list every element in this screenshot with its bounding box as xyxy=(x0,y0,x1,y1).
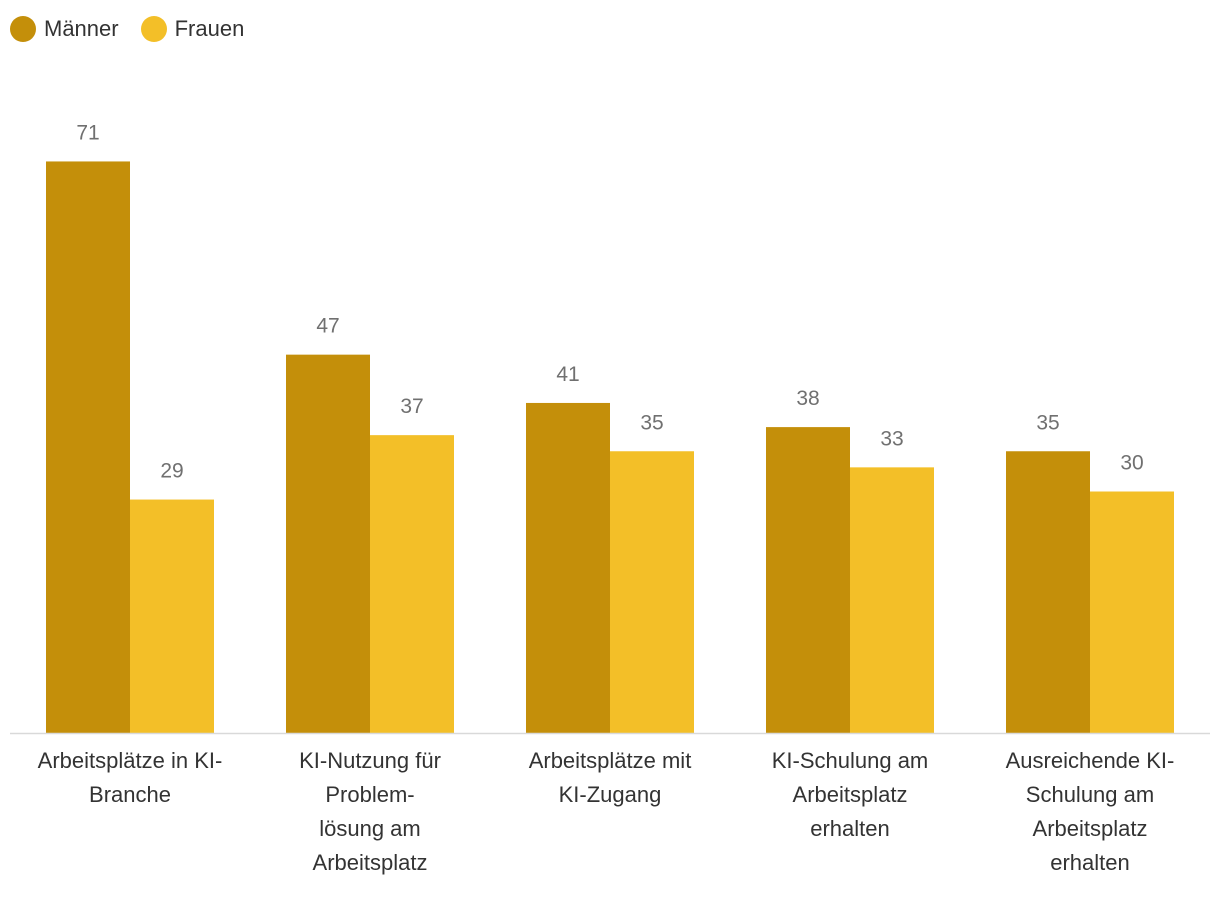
category-label-line: KI-Zugang xyxy=(559,782,662,807)
category-label-4: KI-Schulung am Arbeitsplatz erhalten xyxy=(772,748,929,841)
category-label-1: Arbeitsplätze in KI- Branche xyxy=(38,748,223,807)
value-label-maenner-3: 41 xyxy=(556,363,579,386)
value-label-frauen-1: 29 xyxy=(160,460,183,483)
bar-maenner-3[interactable] xyxy=(526,402,610,733)
bar-maenner-5[interactable] xyxy=(1006,451,1090,733)
legend: Männer Frauen xyxy=(10,16,244,42)
value-label-maenner-1: 71 xyxy=(76,121,99,144)
category-label-line: Problem- xyxy=(325,782,414,807)
category-label-line: Schulung am xyxy=(1026,782,1154,807)
bar-frauen-1[interactable] xyxy=(130,499,214,733)
category-label-line: erhalten xyxy=(810,816,890,841)
category-label-line: Arbeitsplätze in KI- xyxy=(38,748,223,773)
category-label-line: lösung am xyxy=(319,816,421,841)
bar-frauen-4[interactable] xyxy=(850,467,934,733)
value-label-maenner-5: 35 xyxy=(1036,411,1059,434)
value-label-frauen-4: 33 xyxy=(880,427,903,450)
category-label-line: Branche xyxy=(89,782,171,807)
category-label-line: Arbeitsplatz xyxy=(793,782,908,807)
category-label-line: Ausreichende KI- xyxy=(1006,748,1175,773)
category-label-3: Arbeitsplätze mit KI-Zugang xyxy=(529,748,692,807)
bar-frauen-5[interactable] xyxy=(1090,491,1174,734)
category-label-2: KI-Nutzung für Problem-lösung am Arbeitspl… xyxy=(299,748,441,875)
bar-maenner-4[interactable] xyxy=(766,427,850,733)
category-label-line: erhalten xyxy=(1050,850,1130,875)
value-label-frauen-5: 30 xyxy=(1120,452,1143,475)
value-label-frauen-2: 37 xyxy=(400,395,423,418)
bar-frauen-2[interactable] xyxy=(370,435,454,733)
category-label-line: Arbeitsplätze mit xyxy=(529,748,692,773)
bar-maenner-2[interactable] xyxy=(286,354,370,733)
legend-swatch-frauen xyxy=(140,16,167,42)
legend-item-maenner[interactable]: Männer xyxy=(10,16,119,42)
value-label-maenner-4: 38 xyxy=(796,387,819,410)
legend-label-maenner: Männer xyxy=(44,16,119,41)
value-label-maenner-2: 47 xyxy=(316,315,339,338)
category-label-line: KI-Schulung am xyxy=(772,748,929,773)
bar-frauen-3[interactable] xyxy=(610,451,694,733)
category-label-5: Ausreichende KI- Schulung am Arbeitsplatz e… xyxy=(1006,748,1175,875)
bar-maenner-1[interactable] xyxy=(46,161,130,733)
value-label-frauen-3: 35 xyxy=(640,411,663,434)
category-label-line: Arbeitsplatz xyxy=(1033,816,1148,841)
legend-swatch-maenner xyxy=(10,16,36,42)
category-label-line: Arbeitsplatz xyxy=(313,850,428,875)
legend-label-frauen: Frauen xyxy=(174,16,245,41)
category-label-line: KI-Nutzung für xyxy=(299,748,441,773)
legend-item-frauen[interactable]: Frauen xyxy=(140,16,245,42)
